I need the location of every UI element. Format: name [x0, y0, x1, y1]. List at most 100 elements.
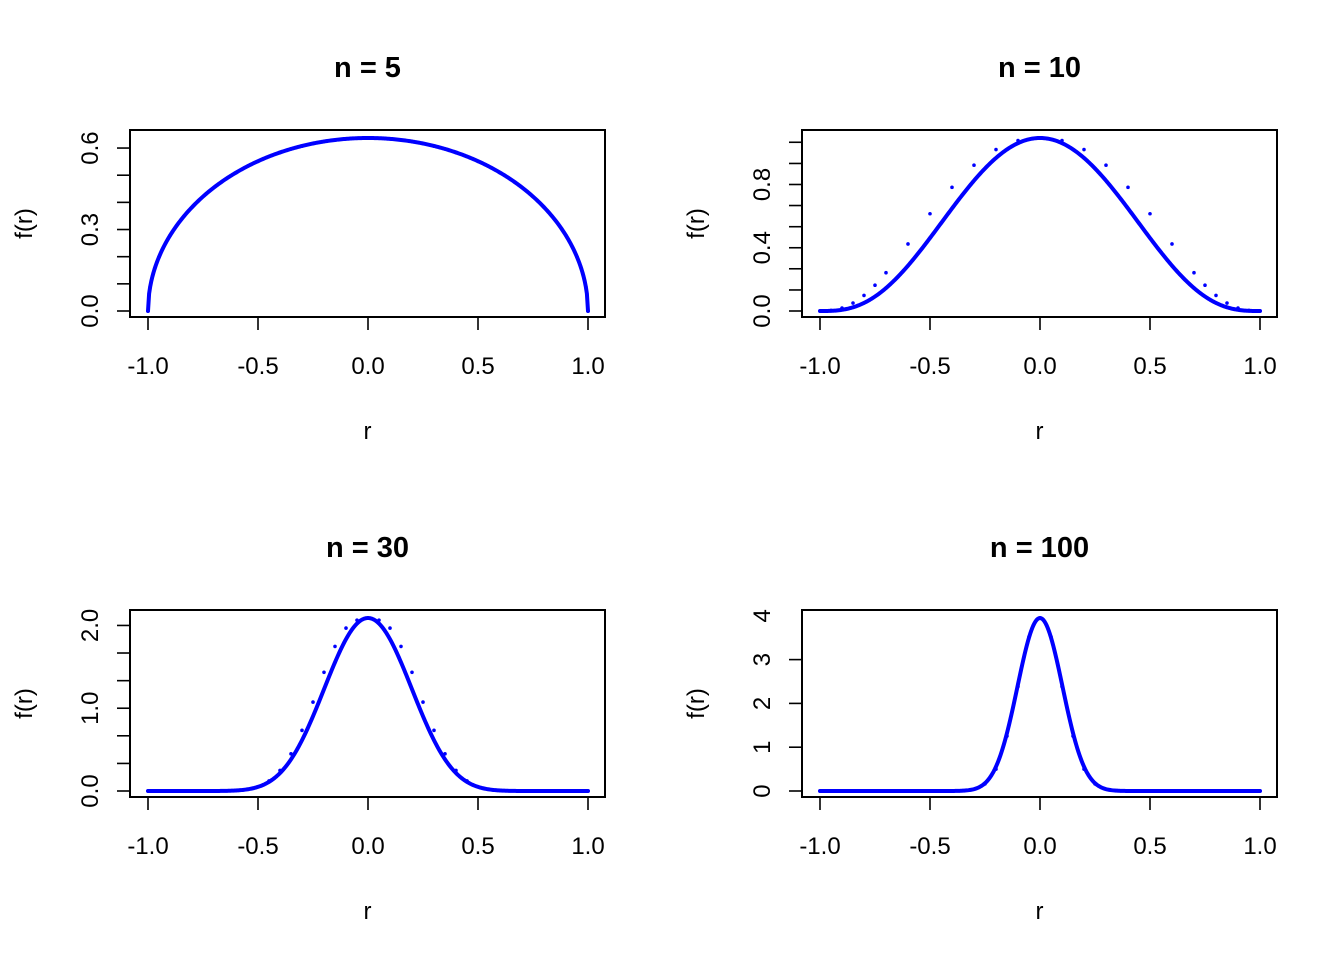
data-point	[520, 185, 524, 190]
data-point	[377, 618, 381, 622]
data-point	[575, 255, 579, 259]
data-point	[586, 789, 590, 793]
data-point	[333, 644, 337, 649]
y-axis-label: f(r)	[11, 208, 38, 239]
data-point	[983, 782, 987, 786]
data-point	[1148, 211, 1152, 216]
data-point	[1203, 283, 1207, 288]
panel-n5: n = 5 -1.0 -0.5 0.0 0.5 1.0 r 0.0 0.3 0.6 f(r)	[11, 52, 606, 445]
x-tick-label: -1.0	[799, 353, 840, 380]
data-point	[1214, 293, 1218, 298]
x-tick-label: 0.5	[461, 353, 494, 380]
x-tick-label: -1.0	[127, 833, 168, 860]
x-tick-label: 1.0	[571, 353, 604, 380]
data-point	[1016, 684, 1020, 689]
data-point	[278, 150, 282, 155]
panel-title: n = 30	[326, 532, 409, 564]
data-point	[1247, 308, 1251, 313]
plot-frame	[129, 609, 606, 798]
x-tick-label: -0.5	[237, 833, 278, 860]
y-tick-label: 2	[749, 697, 776, 710]
data-point	[399, 644, 403, 649]
data-point	[840, 306, 844, 310]
data-point	[862, 293, 866, 298]
x-tick-label: 0.0	[1023, 833, 1056, 860]
data-point	[906, 242, 910, 246]
data-point	[1071, 734, 1075, 738]
data-point	[344, 626, 348, 630]
y-tick-label: 4	[749, 609, 776, 622]
y-tick-label: 1.0	[77, 692, 104, 725]
data-point	[520, 789, 524, 793]
data-point	[950, 185, 954, 190]
panel-n100: n = 100 -1.0 -0.5 0.0 0.5 1.0 r 0 1 2 3 4 f(r)	[683, 532, 1278, 925]
data-point	[1027, 634, 1031, 639]
data-point	[234, 788, 238, 793]
y-tick-label: 0.0	[77, 294, 104, 327]
data-point	[157, 255, 161, 259]
data-point	[1016, 138, 1020, 143]
data-point	[190, 205, 194, 210]
data-point	[851, 301, 855, 305]
data-point	[1082, 147, 1086, 152]
data-point	[410, 139, 414, 144]
data-point	[1126, 185, 1130, 190]
plot-frame	[801, 129, 1278, 318]
data-point	[267, 779, 271, 783]
data-point	[1005, 734, 1009, 738]
density-curve	[146, 616, 590, 793]
data-point	[1104, 787, 1108, 792]
data-point	[465, 779, 469, 783]
data-point	[1060, 684, 1064, 689]
data-point	[256, 784, 260, 789]
data-point	[1258, 309, 1262, 313]
data-point	[498, 788, 502, 793]
data-point	[1225, 301, 1229, 305]
data-point	[564, 233, 568, 238]
plot-frame	[801, 609, 1278, 798]
x-tick-label: 0.5	[461, 833, 494, 860]
y-tick-label: 3	[749, 653, 776, 666]
data-point	[1038, 616, 1042, 620]
x-tick-label: 0.0	[351, 353, 384, 380]
x-tick-label: -0.5	[909, 353, 950, 380]
data-point	[256, 159, 260, 164]
data-point	[829, 308, 833, 313]
x-axis-label: r	[1036, 898, 1044, 925]
data-point	[148, 284, 152, 289]
y-tick-label: 1	[749, 741, 776, 754]
data-point	[421, 700, 425, 704]
y-axis-label: f(r)	[11, 688, 38, 719]
data-point	[584, 284, 588, 289]
data-point	[366, 136, 370, 140]
data-point	[476, 784, 480, 789]
y-tick-label: 0.6	[77, 131, 104, 164]
data-point	[476, 159, 480, 164]
data-point	[432, 728, 436, 733]
data-point	[498, 170, 502, 175]
data-point	[928, 211, 932, 216]
x-tick-label: 0.0	[1023, 353, 1056, 380]
data-point	[542, 789, 546, 793]
y-axis-label: f(r)	[683, 208, 710, 239]
y-tick-label: 0.8	[749, 168, 776, 201]
data-point	[322, 139, 326, 144]
data-point	[168, 233, 172, 238]
plot-frame	[129, 129, 606, 318]
data-point	[1038, 136, 1042, 140]
data-point	[289, 752, 293, 756]
data-point	[278, 768, 282, 773]
data-point	[586, 309, 590, 313]
y-tick-label: 0.4	[749, 231, 776, 264]
data-point	[1104, 163, 1108, 167]
x-tick-label: 0.5	[1133, 833, 1166, 860]
data-point	[1258, 789, 1262, 793]
density-curve	[146, 136, 590, 313]
density-curve	[818, 136, 1262, 313]
data-point	[300, 728, 304, 733]
data-point	[1082, 767, 1086, 771]
data-point	[972, 163, 976, 167]
data-point	[1126, 789, 1130, 793]
data-point	[388, 137, 392, 141]
data-point	[366, 616, 370, 620]
